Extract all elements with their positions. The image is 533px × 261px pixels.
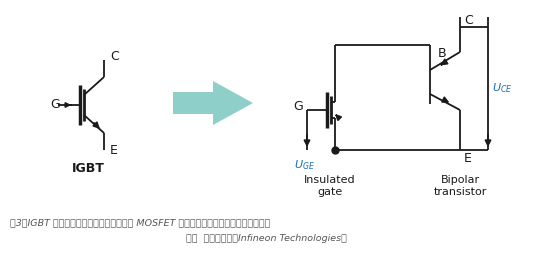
Text: 图3：IGBT 的概念结构展示了构成绝缘栅的 MOSFET 和作为功率处理部分的双极晶体管结: 图3：IGBT 的概念结构展示了构成绝缘栅的 MOSFET 和作为功率处理部分的…: [10, 218, 270, 227]
Text: C: C: [110, 50, 119, 63]
Text: B: B: [438, 47, 447, 60]
Text: G: G: [50, 98, 60, 111]
Text: $U_{GE}$: $U_{GE}$: [294, 158, 316, 172]
Text: 构。  （图片来源：Infineon Technologies）: 构。 （图片来源：Infineon Technologies）: [185, 234, 346, 243]
Text: E: E: [464, 152, 472, 165]
Text: IGBT: IGBT: [71, 162, 104, 175]
Polygon shape: [173, 81, 253, 125]
Text: G: G: [293, 99, 303, 112]
Text: C: C: [464, 14, 473, 27]
Text: Insulated
gate: Insulated gate: [304, 175, 356, 197]
Text: Bipolar
transistor: Bipolar transistor: [433, 175, 487, 197]
Text: E: E: [110, 145, 118, 157]
Text: $U_{CE}$: $U_{CE}$: [492, 82, 512, 96]
